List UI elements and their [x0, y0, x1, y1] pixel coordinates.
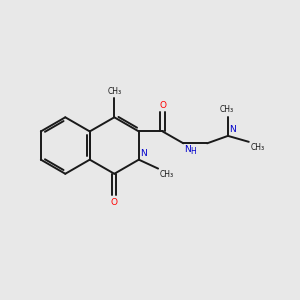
Text: CH₃: CH₃ — [160, 170, 174, 179]
Text: N: N — [230, 125, 236, 134]
Text: N: N — [141, 149, 147, 158]
Text: N: N — [184, 145, 191, 154]
Text: CH₃: CH₃ — [107, 87, 122, 96]
Text: O: O — [111, 198, 118, 207]
Text: H: H — [190, 147, 196, 156]
Text: CH₃: CH₃ — [250, 143, 264, 152]
Text: O: O — [159, 101, 166, 110]
Text: CH₃: CH₃ — [219, 105, 233, 114]
